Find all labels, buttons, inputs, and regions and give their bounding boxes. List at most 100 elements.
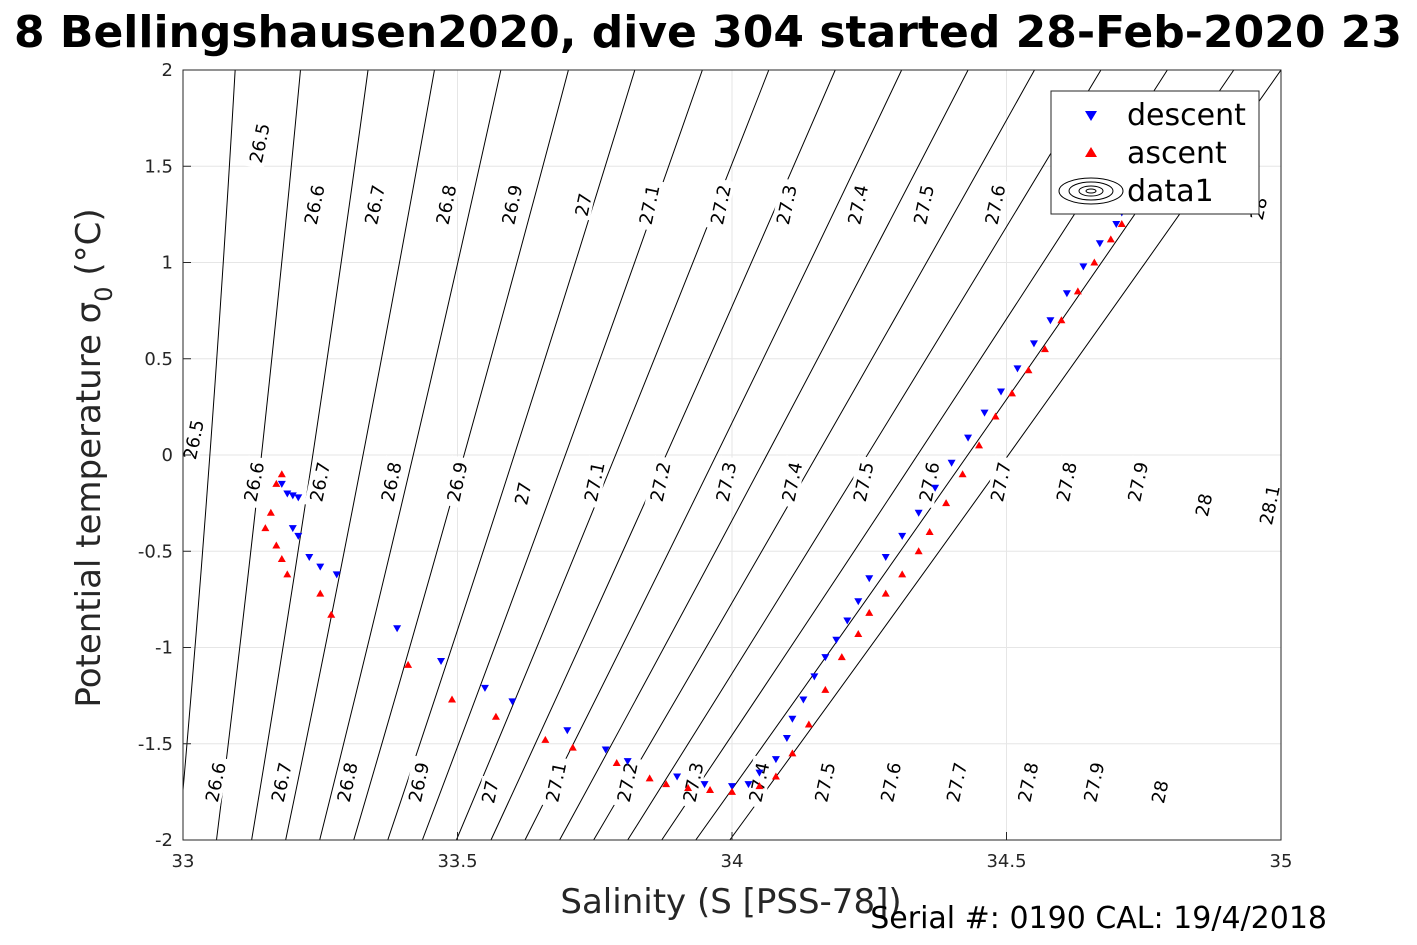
descent-point: [480, 684, 489, 692]
descent-point: [294, 494, 303, 502]
ascent-point: [728, 787, 736, 795]
y-tick-label: 1: [162, 253, 173, 274]
ascent-point: [1057, 316, 1066, 324]
ascent-point: [975, 441, 984, 449]
descent-point: [332, 571, 341, 579]
ascent-point: [404, 660, 413, 668]
y-tick-label: 0.5: [144, 349, 173, 370]
isopycnal-line: [421, 70, 703, 840]
descent-point: [700, 781, 709, 789]
descent-point: [980, 409, 989, 417]
isopycnal-label: 27: [570, 188, 597, 221]
y-axis-label-main: Potential temperature σ: [69, 302, 109, 708]
y-tick-label: -1.5: [138, 734, 173, 755]
descent-point: [914, 509, 923, 517]
y-tick-label: 1.5: [144, 156, 173, 177]
isopycnal-line: [524, 70, 903, 840]
ascent-point: [283, 570, 292, 578]
descent-point: [788, 715, 797, 723]
ascent-point: [272, 479, 281, 487]
x-tick-label: 35: [1270, 851, 1293, 872]
ascent-point: [788, 749, 797, 757]
descent-point: [1062, 290, 1071, 298]
ascent-point: [612, 759, 621, 766]
y-tick-label: 0: [162, 445, 173, 466]
ascent-point: [881, 589, 890, 597]
descent-series: [277, 209, 1126, 791]
y-axis-label: Potential temperature σ0 (°C): [69, 208, 118, 707]
descent-point: [821, 654, 830, 662]
ascent-point: [771, 772, 780, 780]
isopycnal-line: [559, 70, 969, 840]
legend-ascent-label: ascent: [1127, 136, 1227, 171]
descent-point: [623, 758, 632, 766]
legend: descent ascent data1: [1050, 90, 1260, 215]
x-tick-label: 34: [721, 851, 744, 872]
descent-point: [277, 480, 286, 488]
isopycnal-line: [285, 70, 435, 840]
descent-point: [881, 554, 890, 562]
y-tick-label: -1: [155, 638, 173, 659]
svg-text:28: 28: [1192, 492, 1217, 519]
descent-point: [997, 388, 1006, 396]
descent-point: [854, 598, 863, 606]
serial-cal-footer: Serial #: 0190 CAL: 19/4/2018: [870, 901, 1327, 936]
descent-point: [288, 525, 297, 533]
ascent-point: [1040, 345, 1049, 353]
y-axis-label-unit: (°C): [69, 208, 109, 286]
descent-point: [898, 532, 907, 540]
ascent-series: [261, 220, 1126, 795]
descent-point: [1112, 221, 1121, 228]
descent-point: [508, 698, 517, 706]
isopycnal-line: [215, 70, 301, 840]
y-tick-label: 2: [162, 60, 173, 81]
ascent-point: [942, 499, 951, 507]
descent-point: [673, 773, 682, 781]
descent-point: [964, 434, 973, 442]
ascent-point: [914, 547, 923, 555]
legend-descent-label: descent: [1127, 98, 1246, 133]
isopycnal-line: [251, 70, 369, 840]
descent-point: [1079, 263, 1088, 271]
x-tick-label: 33: [172, 851, 195, 872]
y-axis-ticks: -2 -1.5 -1 -0.5 0 0.5 1 1.5 2: [138, 60, 191, 851]
isopycnal-label: 27.3: [770, 178, 802, 232]
isopycnal-label: 27: [476, 775, 504, 808]
ascent-point: [1007, 389, 1016, 397]
descent-point: [865, 575, 874, 583]
ascent-point: [684, 784, 693, 792]
descent-point: [744, 781, 753, 789]
ascent-point: [272, 541, 281, 549]
descent-point: [288, 492, 297, 500]
descent-point: [563, 727, 572, 735]
descent-point: [832, 636, 841, 644]
descent-point: [283, 490, 292, 498]
isopycnal-line: [627, 70, 1102, 840]
isopycnal-label: 28: [1190, 489, 1217, 521]
descent-point: [1046, 317, 1055, 325]
isopycnal-line: [319, 70, 502, 840]
chart-title: 8 Bellingshausen2020, dive 304 started 2…: [14, 7, 1402, 58]
descent-point: [931, 484, 940, 492]
isopycnal-contours: [183, 70, 1281, 840]
ascent-point: [854, 630, 863, 638]
ascent-point: [1117, 220, 1126, 227]
descent-point: [810, 673, 819, 681]
isopycnal-line: [183, 70, 236, 796]
ascent-point: [327, 610, 336, 618]
descent-point: [1095, 240, 1104, 248]
ascent-point: [491, 712, 500, 720]
ascent-point: [277, 470, 286, 478]
descent-point: [782, 734, 791, 742]
descent-point: [771, 756, 780, 764]
descent-point: [316, 563, 325, 571]
ascent-point: [1024, 366, 1033, 374]
ascent-point: [316, 589, 325, 597]
descent-point: [393, 625, 402, 633]
ascent-point: [1106, 235, 1115, 243]
y-tick-label: -2: [155, 830, 173, 851]
ascent-point: [277, 554, 286, 562]
ascent-point: [865, 608, 874, 616]
descent-point: [437, 657, 446, 665]
